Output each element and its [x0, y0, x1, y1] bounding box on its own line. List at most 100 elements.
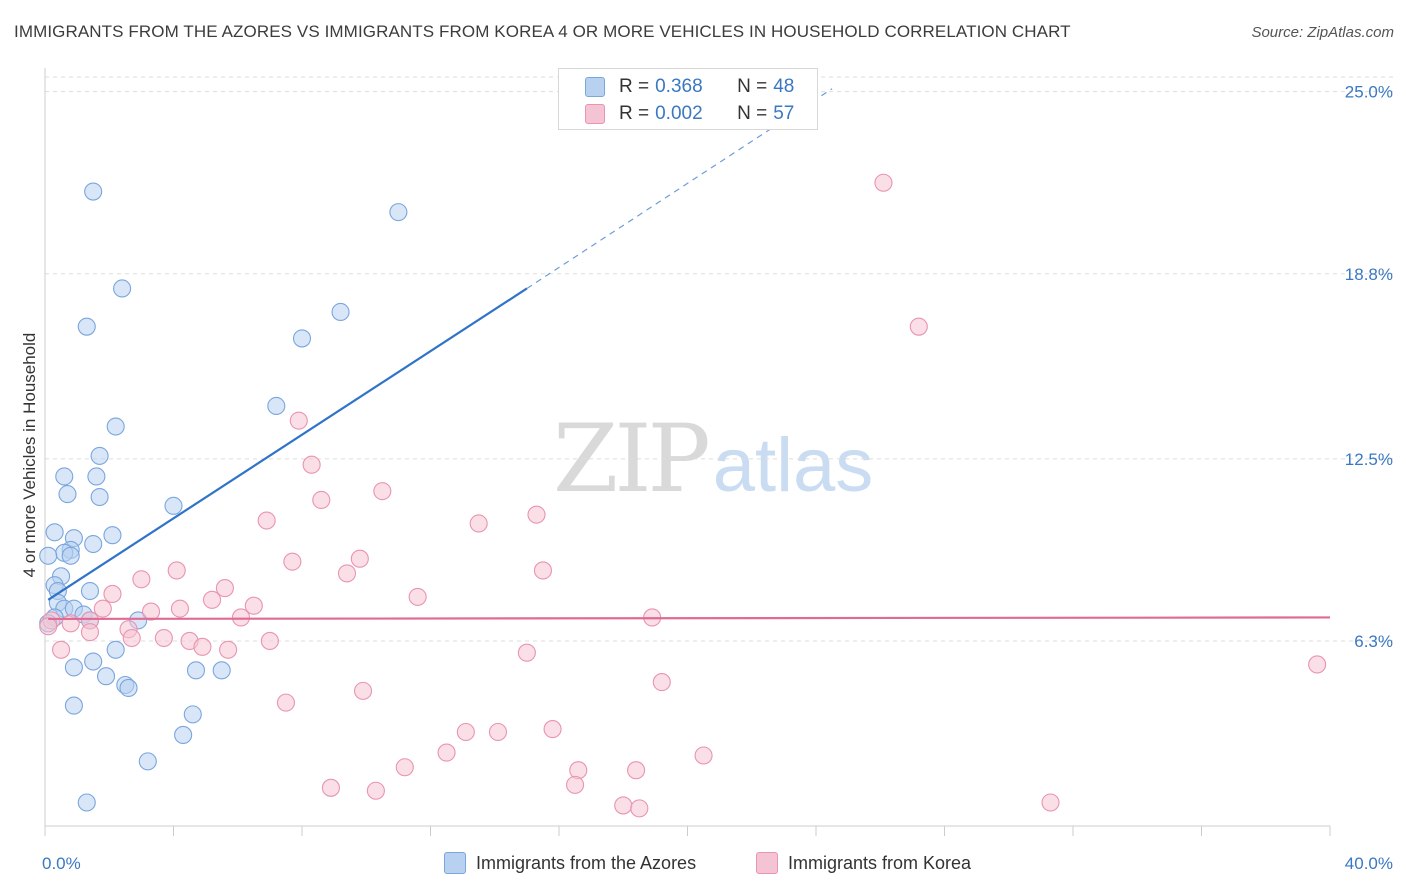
r-value: 0.368 [655, 76, 703, 97]
azores-point [64, 658, 83, 677]
azores-point [389, 203, 408, 222]
korea-point [321, 778, 340, 797]
azores-point [39, 546, 58, 565]
azores-point [113, 279, 132, 298]
korea-point [219, 640, 238, 659]
korea-point [517, 643, 536, 662]
axis-ticks [44, 826, 1331, 836]
n-label: N = [737, 76, 768, 97]
korea-point [909, 317, 928, 336]
azores-point [292, 329, 312, 348]
azores-point [55, 467, 74, 486]
r-label: R = [619, 76, 650, 97]
azores-point [212, 661, 231, 680]
korea-point [276, 693, 295, 712]
n-label: N = [737, 103, 768, 124]
korea-point [652, 673, 671, 692]
azores-point [80, 581, 100, 601]
azores-point [183, 705, 202, 724]
korea-point [395, 758, 414, 777]
korea-point [488, 722, 508, 742]
y-tick-labels: 6.3% 12.5% 18.8% 25.0% [1345, 83, 1393, 651]
azores-swatch [585, 77, 605, 97]
korea-point [350, 549, 369, 568]
korea-point [337, 564, 357, 583]
grid-lines [45, 76, 1393, 642]
korea-point [566, 775, 585, 794]
x-tick-label-min: 0.0% [42, 854, 81, 873]
korea-point [167, 561, 186, 580]
azores-point [45, 523, 64, 542]
korea-point [469, 514, 488, 533]
r-label: R = [619, 103, 650, 124]
korea-trend-line [48, 616, 1331, 621]
korea-point [569, 761, 588, 780]
y-tick-label: 12.5% [1345, 450, 1393, 469]
korea-point [244, 596, 263, 615]
azores-point [186, 661, 206, 680]
azores-swatch [444, 852, 466, 874]
korea-point [1308, 655, 1327, 674]
azores-point [87, 467, 106, 486]
n-value: 57 [773, 103, 795, 124]
korea-point [408, 587, 427, 606]
korea-point [170, 599, 189, 618]
legend-row-korea: R = 0.002 N = 57 [585, 101, 800, 127]
azores-point [84, 652, 103, 671]
korea-point [366, 781, 385, 800]
korea-point [257, 511, 276, 530]
korea-point [353, 681, 373, 700]
azores-point [77, 317, 96, 336]
azores-trend-extension [526, 88, 833, 289]
korea-point [874, 173, 893, 192]
korea-point [694, 746, 713, 765]
korea-point [103, 584, 122, 604]
trend-lines [47, 88, 1331, 621]
azores-point [96, 667, 116, 686]
azores-point [84, 182, 103, 201]
korea-point [283, 552, 302, 571]
korea-point [39, 617, 58, 636]
azores-point [90, 487, 109, 507]
korea-point [1041, 793, 1060, 812]
azores-trend-line [47, 287, 528, 601]
azores-point [77, 793, 96, 812]
watermark: ZIPatlas [553, 405, 873, 514]
azores-point [164, 496, 183, 515]
axes [44, 68, 1330, 827]
chart-title: IMMIGRANTS FROM THE AZORES VS IMMIGRANTS… [14, 22, 1071, 41]
legend-label: Immigrants from Korea [788, 852, 972, 873]
korea-point [203, 590, 222, 609]
x-tick-label-max: 40.0% [1345, 854, 1393, 873]
azores-point [103, 526, 122, 545]
korea-point [93, 599, 112, 618]
legend-item-korea[interactable]: Immigrants from Korea [756, 852, 971, 874]
korea-point [373, 482, 392, 501]
correlation-legend: R = 0.368 N = 48 R = 0.002 N = 57 [558, 68, 818, 130]
korea-point [231, 608, 251, 627]
korea-point [80, 623, 100, 642]
azores-point [267, 396, 286, 416]
korea-point [630, 799, 649, 818]
korea-point [193, 637, 212, 656]
korea-point [154, 628, 173, 648]
korea-point [52, 640, 71, 659]
korea-point [437, 743, 456, 762]
series-legend: Immigrants from the Azores Immigrants fr… [0, 852, 1406, 878]
watermark-zip: ZIP [553, 405, 711, 514]
korea-point [141, 602, 161, 621]
y-tick-label: 6.3% [1354, 632, 1393, 651]
azores-point [64, 696, 83, 715]
korea-point [527, 505, 546, 524]
y-axis-title: 4 or more Vehicles in Household [20, 332, 39, 578]
korea-swatch [585, 104, 605, 124]
legend-item-azores[interactable]: Immigrants from the Azores [444, 852, 696, 874]
x-tick-labels: 0.0% 40.0% [42, 854, 1393, 873]
azores-point [119, 678, 138, 697]
r-value: 0.002 [655, 103, 703, 124]
korea-point [627, 761, 646, 780]
legend-row-azores: R = 0.368 N = 48 [585, 74, 800, 100]
korea-point [260, 631, 279, 651]
n-value: 48 [773, 76, 795, 97]
